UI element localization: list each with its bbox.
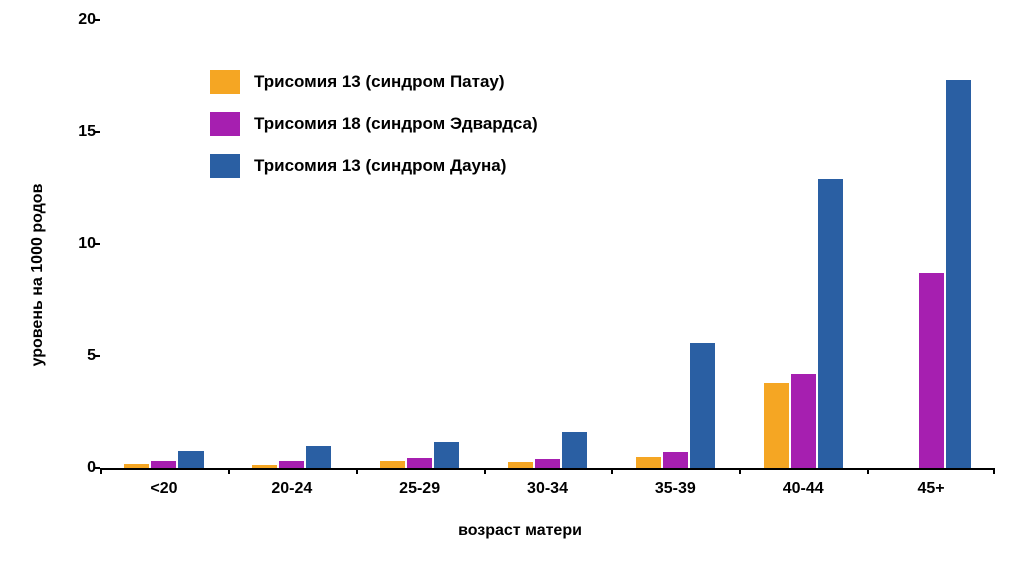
bar-trisomy21	[690, 343, 715, 468]
legend-swatch	[210, 154, 240, 178]
legend-item-trisomy21: Трисомия 13 (синдром Дауна)	[210, 154, 538, 178]
y-tick-label: 0	[56, 459, 96, 477]
bar-trisomy13	[508, 462, 533, 468]
x-tick-mark	[739, 468, 741, 474]
bar-trisomy21	[306, 446, 331, 468]
bar-trisomy13	[380, 461, 405, 468]
x-tick-mark	[356, 468, 358, 474]
legend-label: Трисомия 13 (синдром Дауна)	[254, 156, 506, 176]
legend-swatch	[210, 112, 240, 136]
x-tick-label: 35-39	[655, 480, 696, 498]
bar-trisomy13	[636, 457, 661, 468]
x-tick-label: 30-34	[527, 480, 568, 498]
y-axis-label: уровень на 1000 родов	[29, 184, 47, 367]
bar-trisomy21	[178, 451, 203, 468]
y-tick-mark	[94, 355, 100, 357]
legend-item-trisomy18: Трисомия 18 (синдром Эдвардса)	[210, 112, 538, 136]
x-tick-mark	[867, 468, 869, 474]
y-tick-mark	[94, 243, 100, 245]
x-tick-mark	[993, 468, 995, 474]
x-tick-label: 45+	[917, 480, 944, 498]
bar-trisomy21	[562, 432, 587, 468]
chart-container: уровень на 1000 родов 0 5 10 15 20 <20 20-24 25…	[30, 10, 1010, 540]
x-tick-label: 40-44	[783, 480, 824, 498]
legend: Трисомия 13 (синдром Патау) Трисомия 18 (…	[210, 70, 538, 196]
legend-swatch	[210, 70, 240, 94]
bar-trisomy18	[151, 461, 176, 468]
x-axis-label: возраст матери	[458, 522, 582, 540]
bar-trisomy13	[764, 383, 789, 468]
x-tick-mark	[611, 468, 613, 474]
y-tick-label: 10	[56, 235, 96, 253]
x-tick-label: 20-24	[271, 480, 312, 498]
bar-trisomy18	[919, 273, 944, 468]
x-tick-label: <20	[150, 480, 177, 498]
bar-trisomy18	[279, 461, 304, 468]
bar-trisomy18	[535, 459, 560, 468]
y-tick-mark	[94, 131, 100, 133]
bar-trisomy21	[434, 442, 459, 468]
bar-trisomy18	[663, 452, 688, 468]
bar-trisomy13	[124, 464, 149, 468]
y-tick-mark	[94, 19, 100, 21]
bar-trisomy21	[818, 179, 843, 468]
x-tick-mark	[228, 468, 230, 474]
legend-label: Трисомия 13 (синдром Патау)	[254, 72, 505, 92]
bar-trisomy13	[252, 465, 277, 468]
bar-trisomy18	[407, 458, 432, 468]
y-tick-label: 5	[56, 347, 96, 365]
x-tick-mark	[484, 468, 486, 474]
legend-label: Трисомия 18 (синдром Эдвардса)	[254, 114, 538, 134]
x-tick-mark	[100, 468, 102, 474]
x-tick-label: 25-29	[399, 480, 440, 498]
bar-trisomy18	[791, 374, 816, 468]
y-tick-label: 20	[56, 11, 96, 29]
legend-item-trisomy13: Трисомия 13 (синдром Патау)	[210, 70, 538, 94]
y-tick-label: 15	[56, 123, 96, 141]
bar-trisomy21	[946, 80, 971, 468]
